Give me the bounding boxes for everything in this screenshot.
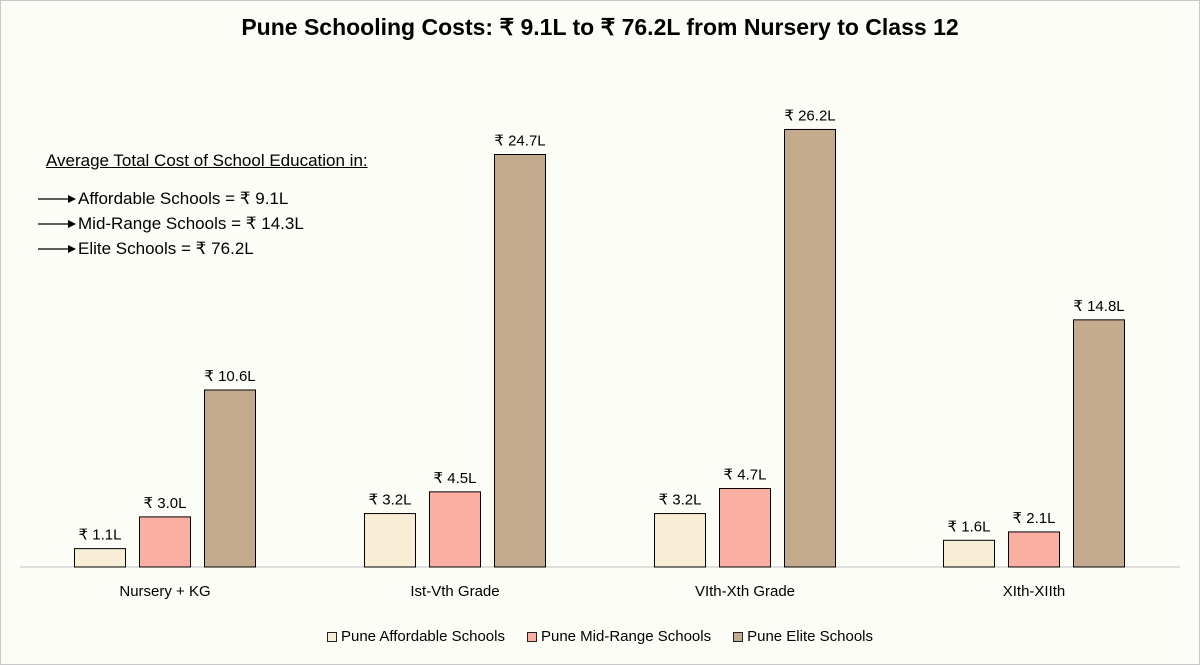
annotation-item-label: Affordable Schools = ₹ 9.1L <box>78 189 289 208</box>
data-label: ₹ 1.1L <box>79 527 122 544</box>
data-label: ₹ 24.7L <box>494 133 545 150</box>
bar <box>204 389 256 568</box>
data-label: ₹ 3.2L <box>659 492 702 509</box>
data-label: ₹ 2.1L <box>1013 510 1056 527</box>
annotation-item-mid-range: Mid-Range Schools = ₹ 14.3L <box>38 211 368 236</box>
data-label: ₹ 3.2L <box>369 492 412 509</box>
annotation-item-label: Mid-Range Schools = ₹ 14.3L <box>78 214 304 233</box>
x-tick-label: Ist-Vth Grade <box>410 583 499 600</box>
legend-entry-affordable: Pune Affordable Schools <box>326 628 505 645</box>
data-label: ₹ 4.5L <box>434 470 477 487</box>
legend-entry-mid-range: Pune Mid-Range Schools <box>526 628 712 645</box>
x-tick-label: VIth-Xth Grade <box>695 583 795 600</box>
x-tick-label: XIth-XIIth <box>1003 583 1066 600</box>
annotation-box: Average Total Cost of School Education i… <box>38 148 368 261</box>
legend-swatch <box>526 631 537 642</box>
bar <box>654 513 706 568</box>
legend-label: Pune Elite Schools <box>747 628 874 645</box>
bar <box>1008 531 1060 568</box>
bar-chart: ₹ 1.1L ₹ 3.0L ₹ 10.6L Nursery + KG ₹ 3.2L ₹ 4… <box>20 107 1180 600</box>
data-label: ₹ 10.6L <box>204 368 255 385</box>
legend-label: Pune Mid-Range Schools <box>540 628 712 645</box>
x-tick-label: Nursery + KG <box>119 583 210 600</box>
arrow-right-icon <box>38 194 76 203</box>
bar <box>943 539 995 568</box>
bar <box>429 491 481 568</box>
bar <box>494 154 546 568</box>
chart-legend: Pune Affordable Schools Pune Mid-Range S… <box>0 628 1200 645</box>
legend-swatch <box>326 631 337 642</box>
data-label: ₹ 3.0L <box>144 495 187 512</box>
bar <box>139 516 191 568</box>
data-label: ₹ 14.8L <box>1073 298 1124 315</box>
bar <box>719 488 771 568</box>
data-label: ₹ 1.6L <box>948 518 991 535</box>
bar <box>784 128 836 568</box>
legend-label: Pune Affordable Schools <box>340 628 505 645</box>
annotation-item-elite: Elite Schools = ₹ 76.2L <box>38 236 368 261</box>
bar <box>1073 319 1125 568</box>
annotation-item-affordable: Affordable Schools = ₹ 9.1L <box>38 186 368 211</box>
annotation-heading: Average Total Cost of School Education i… <box>46 151 368 170</box>
chart-title: Pune Schooling Costs: ₹ 9.1L to ₹ 76.2L … <box>241 14 959 40</box>
bar <box>364 513 416 568</box>
arrow-right-icon <box>38 244 76 253</box>
legend-entry-elite: Pune Elite Schools <box>733 628 873 645</box>
arrow-right-icon <box>38 219 76 228</box>
annotation-item-label: Elite Schools = ₹ 76.2L <box>78 239 254 258</box>
data-label: ₹ 26.2L <box>784 107 835 124</box>
bar <box>74 548 126 568</box>
data-label: ₹ 4.7L <box>724 467 767 484</box>
legend-swatch <box>733 631 744 642</box>
